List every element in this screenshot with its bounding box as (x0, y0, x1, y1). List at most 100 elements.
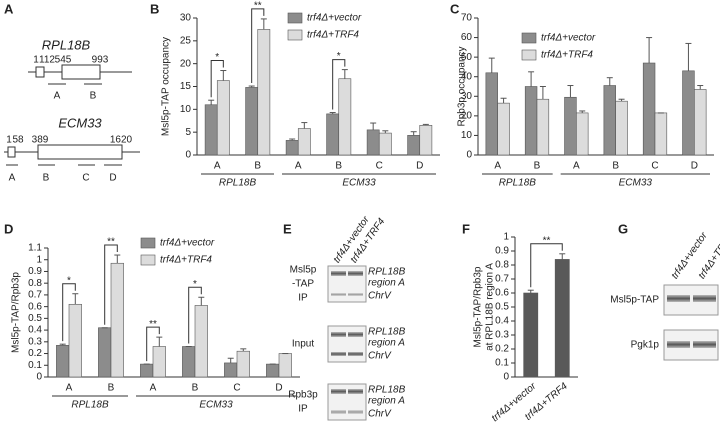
bar (654, 112, 668, 156)
significance-label: * (67, 275, 71, 286)
y-tick-label: 60 (461, 32, 473, 43)
y-axis-label: Msl5p-TAP/Rpb3p (11, 272, 22, 353)
error-bar (329, 112, 336, 114)
bar (257, 29, 271, 156)
band-label: RPL18B (368, 327, 406, 338)
x-tick-label: B (192, 383, 199, 394)
band-label: region A (368, 278, 405, 289)
band-label: region A (368, 396, 405, 407)
bar (56, 345, 70, 378)
significance-label: * (193, 279, 197, 290)
panel-letter: G (618, 221, 628, 236)
y-tick-label: 0.7 (495, 274, 509, 285)
group-label: ECM33 (342, 178, 376, 189)
bar (194, 305, 208, 378)
x-tick-label: C (376, 161, 383, 172)
y-tick-label: 0.3 (495, 330, 509, 341)
bar (204, 104, 218, 156)
row-label: Input (292, 339, 314, 350)
y-tick-label: 0.9 (495, 246, 509, 257)
y-tick-label: 30 (180, 13, 192, 24)
bar (554, 259, 570, 378)
significance-label: ** (107, 237, 115, 248)
x-tick-label: A (295, 161, 302, 172)
error-bar (220, 70, 227, 81)
band-label: ChrV (368, 351, 392, 362)
bar (326, 113, 340, 156)
y-tick-label: 10 (180, 104, 192, 115)
gene-map (4, 64, 140, 166)
bar (245, 87, 259, 156)
y-tick-label: 1 (503, 232, 509, 243)
bar (603, 85, 616, 156)
y-tick-label: 0.8 (28, 278, 42, 289)
significance-bracket (62, 283, 76, 342)
y-tick-label: 10 (461, 130, 473, 141)
significance-label: * (215, 52, 219, 63)
x-tick-label: A (150, 383, 157, 394)
y-axis-label: Msl5p-TAP occupancy (161, 37, 172, 136)
y-tick-label: 0.2 (495, 344, 509, 355)
legend-label: trf4Δ+vector (160, 238, 215, 249)
error-bar (646, 37, 653, 64)
bar (152, 346, 166, 378)
x-tick-label: A (214, 161, 221, 172)
significance-label: * (337, 51, 341, 62)
position-label: 1 (33, 55, 39, 66)
region-label: A (54, 91, 61, 102)
error-bar (240, 348, 247, 352)
bar (523, 292, 539, 378)
x-tick-label: B (534, 161, 541, 172)
y-axis-label: Msl5p-TAP/Rpb3p (473, 266, 484, 347)
x-tick-label: B (254, 161, 261, 172)
y-tick-label: 0 (503, 372, 509, 383)
row-label: IP (298, 293, 308, 304)
gene-name: RPL18B (42, 37, 91, 52)
error-bar (500, 97, 507, 104)
band-label: RPL18B (368, 267, 406, 278)
error-bar (289, 138, 296, 141)
error-bar (59, 343, 66, 346)
position-label: 1 (6, 135, 12, 146)
y-tick-label: 15 (180, 81, 192, 92)
position-label: 58 (12, 135, 24, 146)
error-bar (685, 42, 692, 71)
bar (338, 78, 352, 156)
error-bar (370, 122, 377, 130)
significance-bracket (332, 59, 346, 110)
bar (278, 353, 292, 378)
error-bar (382, 130, 389, 134)
bar (297, 128, 311, 156)
x-tick-label: A (494, 161, 501, 172)
error-bar (606, 77, 613, 86)
bar (378, 132, 392, 156)
y-tick-label: 0 (466, 150, 472, 161)
error-bar (528, 71, 535, 87)
blot-image (327, 265, 367, 421)
x-tick-label: C (233, 383, 240, 394)
panel-letter: A (4, 1, 14, 16)
bar (694, 89, 707, 156)
y-tick-label: 0.1 (495, 358, 509, 369)
legend-swatch (521, 49, 537, 61)
error-bar (488, 57, 495, 73)
position-label: 112 (39, 55, 55, 66)
bar (497, 102, 510, 156)
x-tick-label: D (416, 161, 423, 172)
x-tick-label: B (612, 161, 619, 172)
y-tick-label: 0.7 (28, 290, 42, 301)
region-label: B (90, 91, 97, 102)
error-bar (227, 357, 234, 363)
bar (682, 70, 695, 156)
row-label: Msl5p-TAP (610, 295, 659, 306)
region-label: D (109, 173, 116, 184)
panel-letter: E (283, 221, 292, 236)
y-tick-label: 1 (36, 254, 42, 265)
y-tick-label: 20 (180, 58, 192, 69)
group-label: RPL18B (499, 178, 537, 189)
y-tick-label: 70 (461, 13, 473, 24)
bar (366, 129, 380, 156)
region-label: B (43, 173, 50, 184)
bar (524, 86, 538, 156)
legend-label: trf4Δ+vector (307, 13, 362, 24)
